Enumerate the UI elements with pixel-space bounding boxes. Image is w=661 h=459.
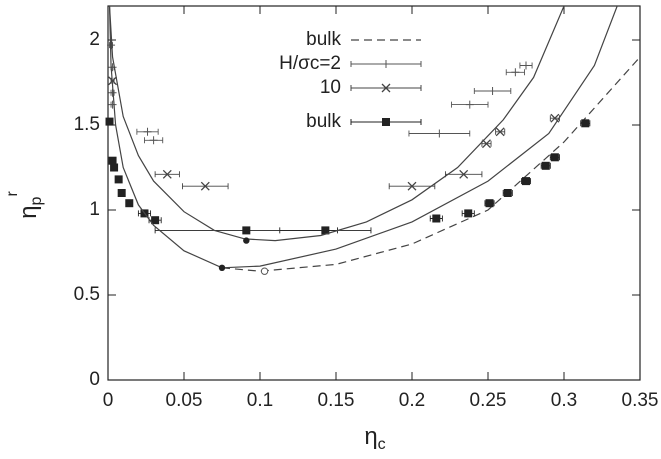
y-tick-label: 1.5	[74, 114, 100, 135]
marker	[117, 189, 126, 197]
marker	[495, 127, 505, 137]
plot-frame	[107, 5, 641, 381]
marker	[432, 214, 441, 223]
y-tick-label: 0	[89, 369, 100, 390]
x-axis-label: ηc	[364, 423, 385, 453]
x-tick-label: 0.3	[551, 390, 577, 411]
marker	[503, 189, 512, 197]
marker	[435, 129, 444, 138]
marker	[550, 153, 559, 162]
y-label-symbol: η	[15, 205, 42, 218]
y-label-sup: r	[4, 191, 21, 197]
y-axis-label: ηp r	[4, 191, 45, 219]
x-tick-label: 0.05	[166, 390, 203, 411]
x-tick-label: 0.25	[470, 390, 507, 411]
y-label-sub: p	[28, 196, 45, 205]
marker	[200, 181, 210, 191]
x-tick-label: 0.2	[399, 390, 425, 411]
marker	[511, 68, 520, 77]
legend-swatch	[381, 83, 391, 93]
marker	[149, 136, 158, 145]
x-tick-label: 0	[103, 390, 114, 411]
x-label-symbol: η	[364, 423, 377, 450]
marker	[321, 226, 330, 235]
x-tick-label: 0.35	[622, 390, 659, 411]
marker	[488, 87, 497, 95]
legend-label: H/σc=2	[279, 53, 341, 74]
marker	[108, 100, 117, 109]
marker	[243, 237, 250, 244]
marker	[108, 63, 117, 72]
marker	[110, 163, 119, 172]
curve	[108, 6, 565, 242]
y-tick-label: 1	[89, 199, 100, 220]
marker	[125, 199, 134, 208]
marker	[242, 226, 251, 235]
x-tick-label: 0.1	[247, 390, 273, 411]
marker	[105, 117, 114, 126]
marker	[459, 169, 469, 179]
marker	[143, 127, 152, 136]
marker	[541, 161, 550, 170]
marker	[407, 181, 417, 191]
marker	[162, 169, 172, 179]
marker	[485, 199, 494, 208]
legend-label: 10	[320, 77, 341, 98]
marker	[522, 177, 530, 186]
marker	[108, 156, 117, 165]
legend-swatch	[382, 60, 390, 68]
marker	[482, 139, 491, 149]
y-tick-label: 0.5	[74, 284, 100, 305]
legend-label: bulk	[306, 111, 341, 132]
marker	[522, 61, 530, 70]
y-tick-label: 2	[89, 29, 100, 50]
legend-label: bulk	[306, 29, 341, 50]
marker	[581, 119, 590, 128]
x-label-sub: c	[378, 436, 386, 453]
legend-swatch	[382, 118, 390, 126]
marker	[151, 216, 160, 225]
marker	[465, 100, 474, 109]
marker	[260, 267, 269, 275]
marker	[464, 209, 473, 218]
x-tick-label: 0.15	[318, 390, 355, 411]
marker	[114, 175, 123, 184]
marker	[218, 264, 226, 271]
curve	[221, 56, 640, 272]
curve	[108, 6, 618, 269]
